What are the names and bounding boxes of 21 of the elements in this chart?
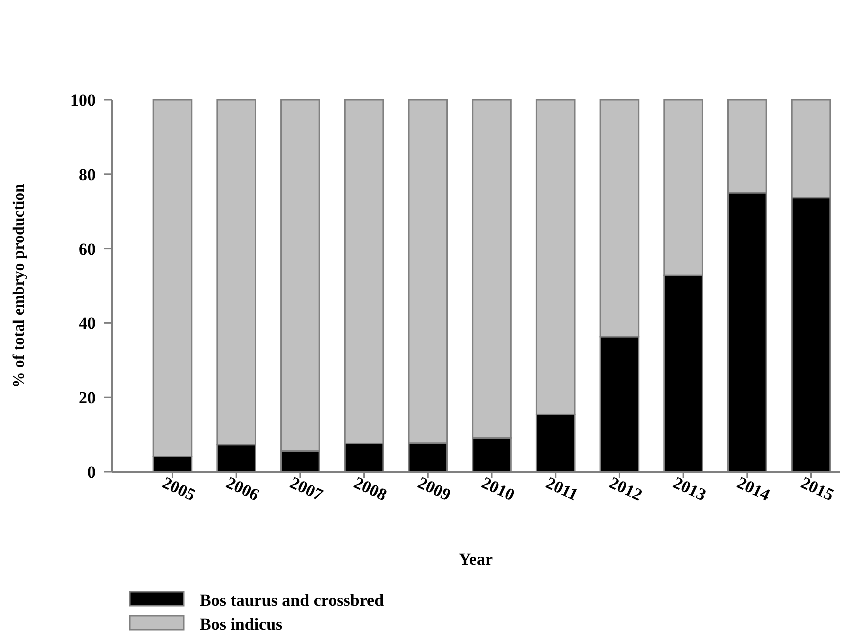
x-tick-label: 2011 <box>543 473 582 505</box>
x-tick-label: 2012 <box>606 473 646 505</box>
x-tick-label: 2013 <box>670 473 710 505</box>
x-tick-label: 2010 <box>478 473 518 505</box>
y-tick-label: 80 <box>79 165 96 184</box>
x-tick-label: 2015 <box>798 473 838 505</box>
legend-label: Bos taurus and crossbred <box>200 590 385 610</box>
x-tick-label: 2005 <box>160 473 198 505</box>
x-tick-label: 2009 <box>415 473 454 505</box>
y-tick-label: 40 <box>79 314 96 334</box>
x-tick-label: 2008 <box>351 473 390 505</box>
y-tick-label: 100 <box>70 90 96 110</box>
x-tick-label: 2006 <box>223 473 262 505</box>
y-tick-label: 0 <box>88 462 96 482</box>
y-axis-title: % of total embryo production <box>11 184 28 388</box>
y-tick-label: 20 <box>79 388 96 408</box>
x-axis-title: Year <box>459 550 494 569</box>
y-tick-label: 60 <box>79 240 96 259</box>
x-tick-label: 2014 <box>734 473 774 506</box>
x-tick-label: 2007 <box>287 473 327 506</box>
legend-label: Bos indicus <box>200 614 284 634</box>
